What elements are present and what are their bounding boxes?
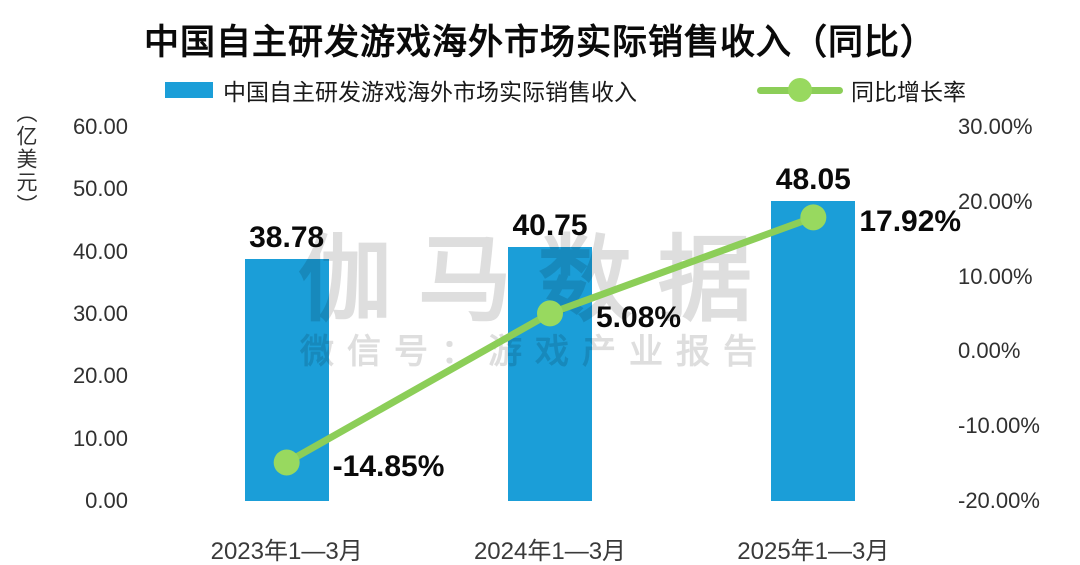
right-axis-tick: 20.00% [958,188,1033,214]
bar-2025年1—3月 [771,201,856,501]
left-axis-tick: 0.00 [85,488,128,513]
growth-value-label: -14.85% [332,450,445,484]
legend-bar-swatch-icon [165,82,213,98]
legend-line-swatch-icon [757,78,843,102]
right-axis-tick: -10.00% [958,413,1040,439]
right-axis-tick: 10.00% [958,263,1033,289]
chart-title: 中国自主研发游戏海外市场实际销售收入（同比） [143,23,936,62]
left-axis-unit: （亿美元） [14,102,37,217]
left-axis-tick: 30.00 [72,301,128,326]
x-axis-label: 2023年1—3月 [210,538,363,565]
legend-label-growth: 同比增长率 [851,79,966,105]
right-axis-tick: 30.00% [958,114,1033,139]
bar-2024年1—3月 [508,246,592,501]
line-marker-icon [273,449,300,476]
growth-value-label: 5.08% [596,301,682,335]
left-axis-tick: 10.00 [72,425,128,451]
left-axis-tick: 50.00 [72,176,128,202]
legend-item-revenue: 中国自主研发游戏海外市场实际销售收入 [165,78,637,105]
bar-value-label: 48.05 [775,163,851,197]
x-axis-label: 2024年1—3月 [473,538,627,565]
bar-value-label: 38.78 [249,221,325,255]
legend-label-revenue: 中国自主研发游戏海外市场实际销售收入 [223,79,637,105]
left-axis-tick: 20.00 [72,363,128,389]
left-axis-tick: 40.00 [72,238,128,264]
left-axis-tick: 60.00 [72,114,128,139]
x-axis-label: 2025年1—3月 [737,538,890,565]
legend-item-growth: 同比增长率 [757,78,966,105]
line-marker-icon [800,204,827,231]
right-axis-tick: -20.00% [958,488,1040,513]
growth-value-label: 17.92% [859,205,962,239]
bar-value-label: 40.75 [512,208,588,242]
line-marker-icon [537,300,563,327]
right-axis-tick: 0.00% [958,338,1021,364]
legend-line-dot-icon [788,78,812,102]
